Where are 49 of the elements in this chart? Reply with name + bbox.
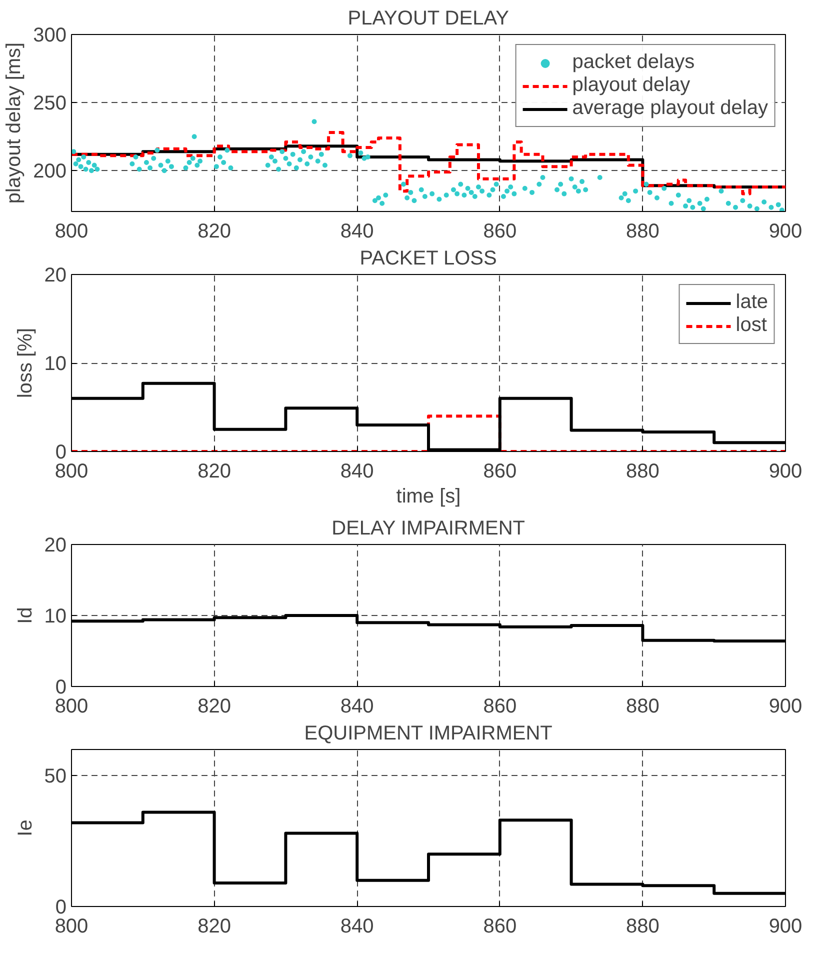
x-tick-label: 840 bbox=[340, 916, 374, 938]
legend-label: lost bbox=[736, 314, 767, 337]
x-tick-label: 860 bbox=[483, 916, 517, 938]
y-axis-title: Id bbox=[14, 607, 36, 624]
y-tick-label: 50 bbox=[44, 766, 67, 788]
x-tick-label: 880 bbox=[626, 220, 660, 242]
x-tick-label: 880 bbox=[626, 696, 660, 718]
x-tick-label: 800 bbox=[54, 460, 88, 482]
x-tick-label: 820 bbox=[198, 696, 231, 718]
chart-title: DELAY IMPAIRMENT bbox=[332, 518, 526, 540]
y-axis-title: Ie bbox=[14, 820, 36, 836]
legend-label: packet delays bbox=[572, 51, 695, 74]
x-tick-label: 880 bbox=[626, 916, 660, 938]
x-tick-label: 900 bbox=[768, 460, 802, 482]
x-tick-label: 840 bbox=[340, 220, 374, 242]
y-tick-label: 20 bbox=[44, 534, 67, 556]
x-tick-label: 880 bbox=[626, 460, 660, 482]
legend-label: average playout delay bbox=[572, 97, 768, 120]
y-tick-label: 200 bbox=[33, 160, 67, 183]
x-tick-label: 860 bbox=[483, 220, 517, 242]
x-axis-title: time [s] bbox=[396, 486, 461, 508]
y-tick-label: 10 bbox=[44, 353, 67, 375]
chart-title: EQUIPMENT IMPAIRMENT bbox=[304, 722, 552, 744]
x-tick-label: 800 bbox=[54, 916, 88, 938]
y-tick-label: 20 bbox=[44, 264, 67, 286]
x-tick-label: 840 bbox=[340, 460, 374, 482]
y-tick-label: 250 bbox=[33, 92, 67, 115]
y-axis-title: loss [%] bbox=[14, 328, 36, 398]
y-tick-label: 10 bbox=[44, 606, 67, 628]
y-tick-label: 0 bbox=[55, 676, 66, 698]
x-tick-label: 900 bbox=[768, 220, 802, 242]
chart-title: PACKET LOSS bbox=[360, 248, 497, 270]
legend-label: late bbox=[736, 291, 768, 314]
y-tick-label: 0 bbox=[55, 442, 66, 464]
x-tick-label: 820 bbox=[198, 220, 231, 242]
x-tick-label: 820 bbox=[198, 916, 231, 938]
y-tick-label: 0 bbox=[55, 896, 66, 918]
legend-label: playout delay bbox=[572, 74, 690, 97]
y-tick-label: 300 bbox=[33, 24, 67, 46]
y-axis-title: playout delay [ms] bbox=[3, 42, 26, 204]
x-tick-label: 800 bbox=[54, 696, 88, 718]
x-tick-label: 860 bbox=[483, 696, 517, 718]
x-tick-label: 860 bbox=[483, 460, 517, 482]
chart-title: PLAYOUT DELAY bbox=[348, 8, 509, 30]
x-tick-label: 900 bbox=[768, 916, 802, 938]
x-tick-label: 900 bbox=[768, 696, 802, 718]
x-tick-label: 840 bbox=[340, 696, 374, 718]
x-tick-label: 800 bbox=[54, 220, 88, 242]
x-tick-label: 820 bbox=[198, 460, 231, 482]
